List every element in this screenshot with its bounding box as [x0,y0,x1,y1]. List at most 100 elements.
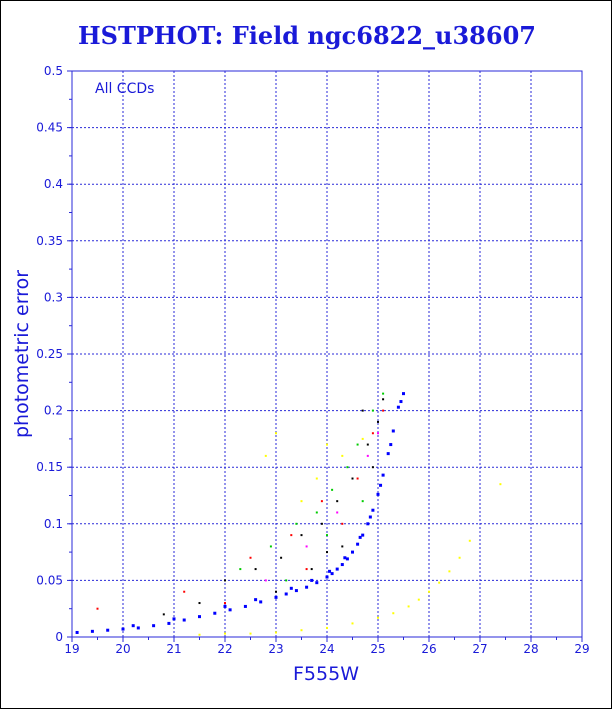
data-point [269,545,272,548]
data-point [295,522,298,525]
data-point [361,533,365,537]
data-point [341,522,344,525]
data-point [335,567,339,571]
data-point [254,568,257,571]
data-point [356,542,360,546]
y-tick-label: 0.15 [36,460,63,474]
y-tick-label: 0.05 [36,573,63,587]
data-point [371,432,374,435]
data-point [305,585,309,589]
x-tick-label: 23 [268,642,283,656]
x-tick-label: 21 [166,642,181,656]
data-point [310,578,314,582]
data-point [182,618,186,622]
data-point [379,483,383,487]
data-point [389,443,393,447]
data-point [289,586,293,590]
grid-lines [71,70,583,638]
plot-area-border [71,70,583,638]
data-point [315,511,318,514]
x-tick-label: 28 [523,642,538,656]
data-point [343,556,347,560]
data-point [300,534,303,537]
data-point [300,500,303,503]
y-tick-label: 0.4 [44,177,63,191]
data-point [315,581,319,585]
data-point [259,600,263,604]
data-point [356,477,359,480]
data-point [131,624,135,628]
data-point [366,522,370,526]
data-point [198,602,201,605]
data-point [275,432,277,435]
data-point [310,568,313,571]
y-tick-label: 0.35 [36,234,63,248]
data-point [136,626,140,630]
data-point [325,575,329,579]
data-point [386,452,390,456]
data-point [320,500,323,503]
data-point [223,604,227,608]
data-point [152,624,156,628]
data-point [162,613,165,616]
data-point [351,622,354,625]
data-point [346,466,349,469]
data-point [361,437,364,440]
data-point [183,590,186,593]
data-point [243,604,247,608]
data-point [377,432,379,435]
data-point [407,605,410,608]
data-point [336,500,339,503]
data-point [274,595,278,599]
data-point [366,443,369,446]
data-point [417,598,420,601]
data-point [468,539,471,542]
data-point [326,626,328,629]
data-point [224,579,226,582]
data-point [351,477,354,480]
data-point [294,589,298,593]
data-point [368,515,372,519]
data-point [249,632,252,635]
data-point [458,556,461,559]
data-point [366,454,369,457]
data-point [448,570,451,573]
data-point [340,563,344,567]
data-point [438,581,441,584]
data-point [300,629,303,632]
axes [67,70,583,642]
data-point [371,409,374,412]
y-axis-title: photometric error [11,270,33,438]
data-point [392,612,395,615]
data-point [382,392,385,395]
data-point [275,590,277,593]
data-point [331,488,334,491]
data-point [382,409,385,412]
data-point [305,568,308,571]
data-point [249,556,252,559]
data-point [326,443,328,446]
data-point [356,443,359,446]
data-point [228,608,232,612]
data-point [345,557,349,561]
data-point [305,545,308,548]
data-point [371,508,375,512]
data-point [341,545,344,548]
data-point [285,579,288,582]
y-tick-label: 0.1 [44,517,63,531]
x-tick-label: 25 [370,642,385,656]
data-point [290,534,293,537]
data-point [213,611,217,615]
data-point [280,556,283,559]
data-point [341,454,344,457]
x-tick-label: 22 [217,642,232,656]
data-point [382,398,385,401]
data-point [399,400,403,404]
data-point [391,429,395,433]
data-point [167,621,171,625]
data-point [264,579,267,582]
data-point [284,592,288,596]
data-point [172,617,176,621]
y-tick-label: 0.2 [44,404,63,418]
